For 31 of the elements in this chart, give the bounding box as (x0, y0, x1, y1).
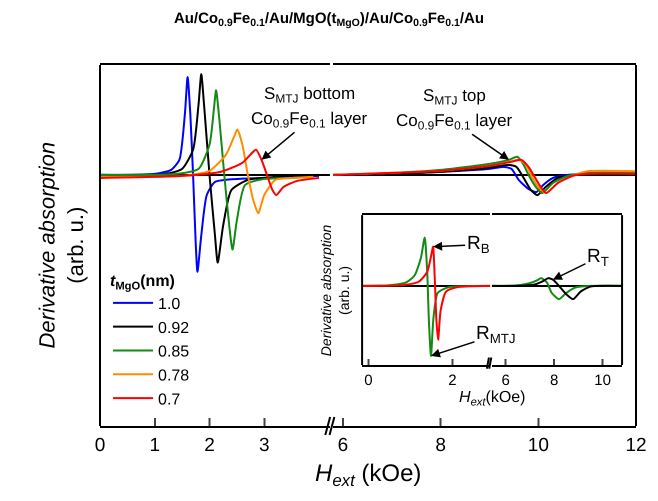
x-tick-label: 2 (448, 372, 457, 389)
legend-label: 0.7 (158, 391, 180, 408)
x-tick-label: 1 (149, 434, 160, 456)
annotation: Co$_{0.9}$Fe$_{0.1}$ layer (396, 111, 513, 133)
x-tick-label: 2 (204, 434, 215, 456)
x-axis-title: H$_{ext}$(kOe) (459, 389, 526, 408)
y-axis-title: Derivative absorption (arb. u.) (318, 224, 352, 356)
legend-label: 0.78 (158, 368, 190, 385)
x-tick-label: 0 (94, 434, 106, 456)
chart-title: Au/Co$_{0.9}$Fe$_{0.1}$/Au/MgO(t$_{MgO}$)/Au/Co$_{0.9}$Fe$_{0.1}$/Au (174, 10, 484, 30)
x-tick-label: 12 (625, 434, 647, 456)
legend-label: 0.92 (158, 320, 190, 337)
annotation: R$_{MTJ}$ (476, 323, 516, 346)
legend-label: 1.0 (158, 296, 180, 314)
legend-title: t$_{MgO}$(nm) (110, 272, 175, 292)
x-tick-label: 8 (550, 372, 558, 389)
legend-label: 0.85 (158, 344, 190, 361)
x-tick-label: 0 (364, 372, 373, 389)
annotation: S$_{MTJ}$ bottom (264, 84, 356, 106)
annotation: R$_{B}$ (467, 233, 490, 256)
y-axis-title: Derivative absorption (arb. u.) (34, 142, 88, 348)
x-axis-title: H$_{ext}$ (kOe) (315, 460, 422, 490)
x-tick-label: 3 (258, 434, 270, 456)
text: S$_{MTJ}$ top (423, 86, 486, 108)
x-tick-label: 6 (501, 372, 510, 389)
x-tick-label: 10 (594, 372, 611, 389)
x-tick-label: 8 (435, 434, 446, 456)
x-tick-label: 10 (528, 434, 549, 456)
annotation: R$_{T}$ (587, 246, 609, 269)
annotation: Co$_{0.9}$Fe$_{0.1}$ layer (251, 109, 368, 131)
x-tick-label: 6 (338, 434, 348, 456)
